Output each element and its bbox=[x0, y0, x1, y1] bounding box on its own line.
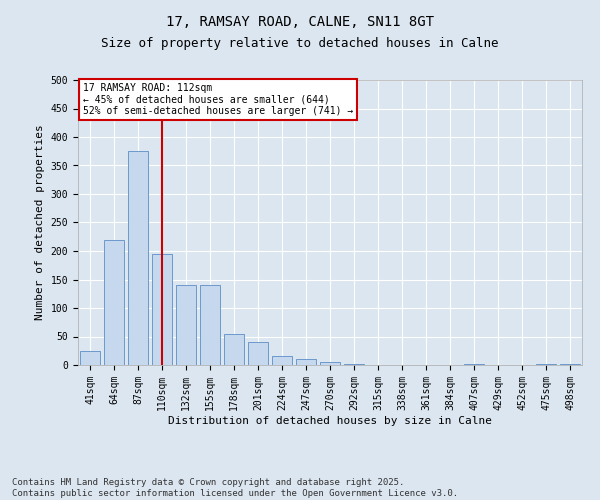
Bar bbox=[272, 356, 292, 365]
X-axis label: Distribution of detached houses by size in Calne: Distribution of detached houses by size … bbox=[168, 416, 492, 426]
Y-axis label: Number of detached properties: Number of detached properties bbox=[35, 124, 45, 320]
Bar bbox=[344, 364, 364, 365]
Bar bbox=[536, 364, 556, 365]
Text: 17, RAMSAY ROAD, CALNE, SN11 8GT: 17, RAMSAY ROAD, CALNE, SN11 8GT bbox=[166, 15, 434, 29]
Text: Size of property relative to detached houses in Calne: Size of property relative to detached ho… bbox=[101, 38, 499, 51]
Bar bbox=[104, 240, 124, 365]
Text: 17 RAMSAY ROAD: 112sqm
← 45% of detached houses are smaller (644)
52% of semi-de: 17 RAMSAY ROAD: 112sqm ← 45% of detached… bbox=[83, 83, 353, 116]
Bar bbox=[200, 285, 220, 365]
Bar bbox=[464, 364, 484, 365]
Bar bbox=[152, 254, 172, 365]
Text: Contains HM Land Registry data © Crown copyright and database right 2025.
Contai: Contains HM Land Registry data © Crown c… bbox=[12, 478, 458, 498]
Bar bbox=[248, 342, 268, 365]
Bar bbox=[560, 364, 580, 365]
Bar bbox=[128, 151, 148, 365]
Bar bbox=[176, 285, 196, 365]
Bar bbox=[224, 334, 244, 365]
Bar bbox=[80, 351, 100, 365]
Bar bbox=[320, 362, 340, 365]
Bar bbox=[296, 360, 316, 365]
